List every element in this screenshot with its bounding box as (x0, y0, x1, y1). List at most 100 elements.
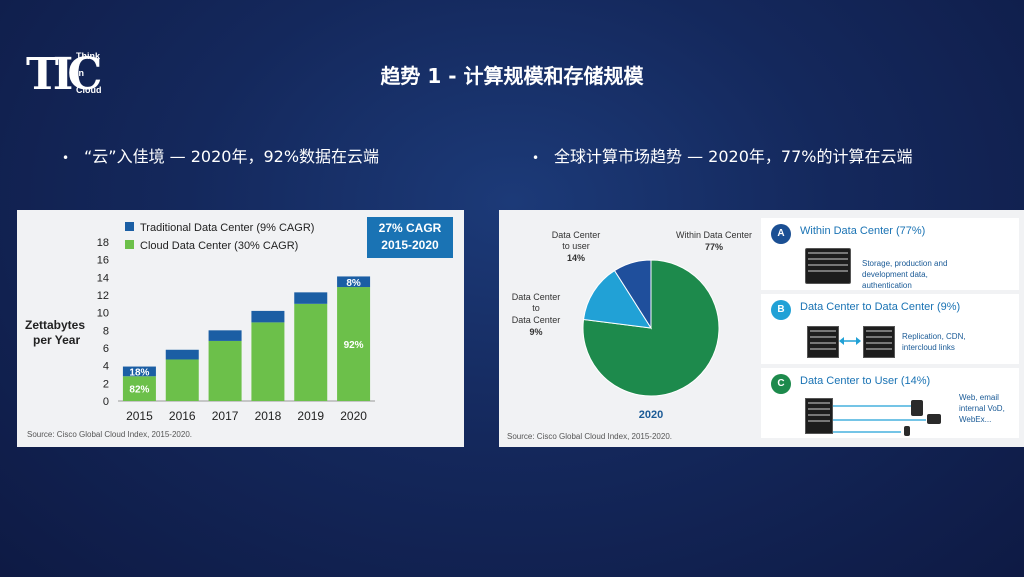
server-left-icon (807, 326, 839, 358)
pie-label-to-user-1: Data Center (552, 230, 601, 240)
cagr-badge-line2: 2015-2020 (381, 238, 439, 252)
logo-words: Think in Cloud (76, 48, 102, 99)
y-tick-label: 6 (103, 343, 109, 355)
card-a-desc: Storage, production and development data… (862, 258, 947, 291)
bar-traditional-2016 (165, 349, 199, 360)
server-rack-icon (805, 248, 851, 284)
card-dc-to-user: C Data Center to User (14%) Web, email i… (761, 368, 1019, 438)
bar-traditional-2020 (337, 276, 371, 288)
card-dc-to-dc: B Data Center to Data Center (9%) Replic… (761, 294, 1019, 364)
card-b-badge: B (771, 300, 791, 320)
y-tick-label: 4 (103, 361, 109, 373)
bar-cloud-2015 (122, 376, 156, 401)
pie-label-within: Within Data Center (676, 230, 752, 240)
card-a-title: Within Data Center (77%) (800, 225, 926, 237)
pie-pct-to-user: 14% (567, 253, 585, 263)
bullet-dot-icon: • (62, 150, 70, 165)
legend-swatch-cloud (125, 240, 134, 249)
pie-pct-to-dc: 9% (529, 327, 542, 337)
card-a-desc-1: Storage, production and (862, 259, 948, 268)
laptop-icon (927, 414, 941, 424)
card-c-desc-3: WebEx... (959, 415, 992, 424)
y-tick-label: 14 (97, 272, 109, 284)
x-tick-label: 2020 (340, 409, 367, 423)
y-tick-label: 16 (97, 255, 109, 267)
data-label-2020-traditional: 8% (346, 278, 361, 289)
bar-traditional-2019 (294, 292, 328, 304)
card-b-desc: Replication, CDN, intercloud links (902, 331, 966, 353)
y-tick-label: 2 (103, 378, 109, 390)
card-within-dc: A Within Data Center (77%) Storage, prod… (761, 218, 1019, 290)
bullet-right-text: 全球计算市场趋势 — 2020年，77%的计算在云端 (554, 147, 913, 166)
card-b-desc-2: intercloud links (902, 343, 955, 352)
server-icon (805, 398, 833, 434)
card-a-desc-3: authentication (862, 281, 912, 290)
data-label-2015-cloud: 82% (129, 385, 149, 396)
bar-chart-panel: Traditional Data Center (9% CAGR) Cloud … (17, 210, 464, 447)
legend-swatch-traditional (125, 222, 134, 231)
y-tick-label: 12 (97, 290, 109, 302)
card-b-title: Data Center to Data Center (9%) (800, 301, 961, 313)
logo-word-think: Think (76, 51, 100, 61)
server-right-icon (863, 326, 895, 358)
y-axis-label-line2: per Year (33, 333, 80, 347)
data-label-2015-traditional: 18% (129, 367, 149, 378)
legend-label-traditional: Traditional Data Center (9% CAGR) (140, 222, 314, 234)
bullet-dot-icon: • (532, 150, 540, 165)
card-c-desc: Web, email internal VoD, WebEx... (959, 392, 1005, 425)
logo: TIC Think in Cloud (26, 42, 102, 108)
pie-label-to-dc-3: Data Center (512, 315, 561, 325)
phone-icon (904, 426, 910, 436)
card-a-badge: A (771, 224, 791, 244)
pie-pct-within: 77% (705, 242, 723, 252)
bullet-right: • 全球计算市场趋势 — 2020年，77%的计算在云端 (532, 143, 912, 167)
bar-traditional-2018 (251, 310, 285, 323)
y-tick-label: 8 (103, 325, 109, 337)
card-c-badge: C (771, 374, 791, 394)
logo-word-cloud: Cloud (76, 85, 102, 95)
bar-cloud-2016 (165, 359, 199, 401)
card-c-desc-2: internal VoD, (959, 404, 1005, 413)
card-c-title: Data Center to User (14%) (800, 375, 931, 387)
y-axis-label-line1: Zettabytes (25, 318, 85, 332)
card-a-desc-2: development data, (862, 270, 928, 279)
x-tick-label: 2019 (297, 409, 324, 423)
x-tick-label: 2017 (212, 409, 239, 423)
bar-cloud-2018 (251, 322, 285, 401)
pie-chart: Within Data Center 77% Data Center to us… (512, 230, 752, 421)
cagr-badge-line1: 27% CAGR (378, 221, 442, 235)
pie-slice-within (582, 259, 720, 397)
slide-title: 趋势 1 - 计算规模和存储规模 (380, 64, 644, 88)
pie-label-to-user-2: to user (562, 241, 590, 251)
bar-traditional-2015 (122, 366, 156, 377)
data-label-2020-cloud: 92% (344, 340, 364, 351)
bidirectional-arrow-icon (839, 337, 861, 345)
bar-cloud-2020 (337, 287, 371, 401)
tablet-icon (911, 400, 923, 416)
pie-slice-to-dc (613, 259, 652, 330)
pie-label-to-dc-1: Data Center (512, 292, 561, 302)
bar-traditional-2017 (208, 330, 242, 341)
card-b-desc-1: Replication, CDN, (902, 332, 966, 341)
pie-chart-panel: Within Data Center 77% Data Center to us… (499, 210, 1024, 447)
bar-cloud-2017 (208, 340, 242, 401)
bullet-left: • “云”入佳境 — 2020年，92%数据在云端 (62, 143, 379, 167)
card-c-desc-1: Web, email (959, 393, 999, 402)
pie-title: 2020 (639, 409, 663, 421)
bar-chart: Traditional Data Center (9% CAGR) Cloud … (25, 222, 375, 423)
y-tick-label: 18 (97, 237, 109, 249)
pie-label-to-dc-2: to (532, 303, 540, 313)
pie-slice-to-user (582, 269, 652, 329)
y-tick-label: 10 (97, 308, 109, 320)
pie-chart-source: Source: Cisco Global Cloud Index, 2015-2… (507, 432, 672, 441)
x-tick-label: 2018 (255, 409, 282, 423)
logo-letters: TIC (26, 49, 102, 100)
bar-chart-source: Source: Cisco Global Cloud Index, 2015-2… (27, 430, 192, 439)
logo-word-in: in (76, 68, 84, 78)
bar-cloud-2019 (294, 303, 328, 401)
y-tick-label: 0 (103, 396, 109, 408)
legend-label-cloud: Cloud Data Center (30% CAGR) (140, 240, 298, 252)
cagr-badge: 27% CAGR 2015-2020 (367, 217, 453, 258)
bullet-left-text: “云”入佳境 — 2020年，92%数据在云端 (84, 147, 380, 166)
x-tick-label: 2015 (126, 409, 153, 423)
